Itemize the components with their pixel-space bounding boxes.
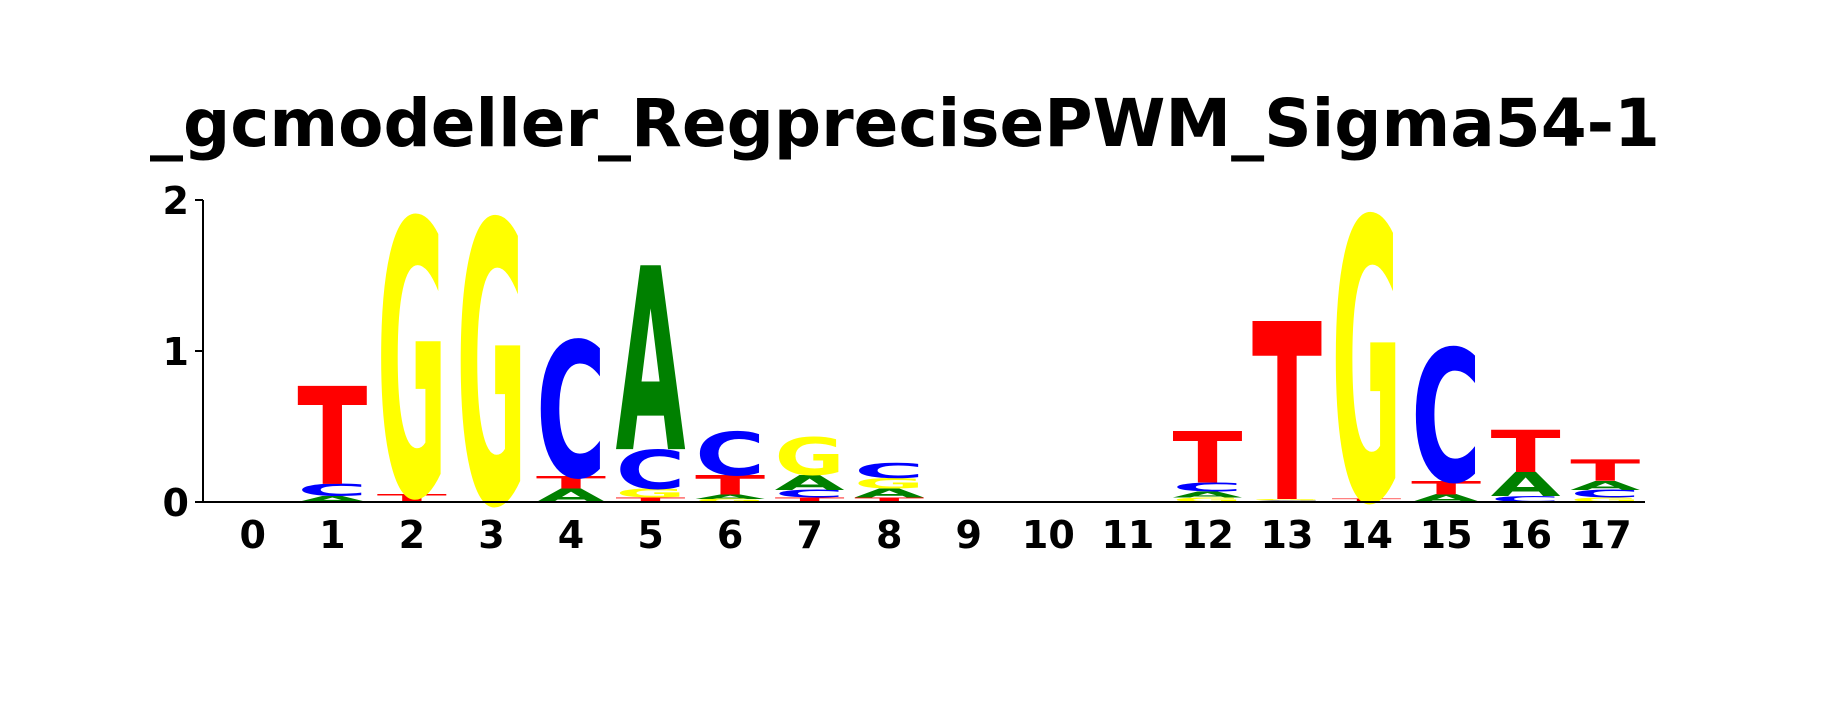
x-tick-label: 7 (796, 513, 822, 557)
y-tick-label: 0 (163, 481, 189, 525)
logo-letter-c: C (1491, 494, 1561, 504)
logo-letter-c: C (536, 304, 606, 520)
logo-letter-t: T (1332, 498, 1403, 503)
x-tick-label: 11 (1101, 513, 1154, 557)
logo-letter-c: C (1570, 488, 1640, 500)
x-tick-label: 17 (1579, 513, 1632, 557)
logo-letter-g: G (1332, 141, 1402, 591)
position-stack: CAT (1491, 418, 1561, 504)
x-tick-label: 10 (1022, 513, 1075, 557)
x-tick-label: 14 (1340, 513, 1393, 557)
x-tick-label: 8 (876, 513, 902, 557)
x-tick-label: 6 (717, 513, 743, 557)
logo-letter-g: G (695, 498, 765, 503)
logo-letter-t: T (854, 496, 925, 503)
position-stack: ATC (536, 304, 607, 520)
logo-letter-t: T (536, 473, 606, 492)
logo-letter-g: G (456, 144, 526, 594)
logo-letter-t: T (1411, 478, 1481, 499)
logo-letter-a: A (1172, 490, 1242, 500)
logo-letter-c: C (1411, 313, 1481, 525)
logo-letter-g: G (854, 475, 924, 492)
logo-letter-t: T (1570, 454, 1641, 488)
x-tick-label: 16 (1499, 513, 1552, 557)
logo-letter-a: A (854, 486, 924, 500)
y-axis-ticks: 0 1 2 (163, 179, 203, 525)
logo-letter-c: C (775, 488, 845, 500)
logo-letter-c: C (854, 459, 924, 483)
position-stack: G (456, 144, 526, 594)
position-stack: ATC (1411, 313, 1481, 525)
x-tick-label: 5 (637, 513, 663, 557)
x-tick-label: 2 (399, 513, 425, 557)
logo-letter-a: A (1491, 466, 1561, 504)
x-tick-label: 15 (1420, 513, 1473, 557)
logo-letter-g: G (1252, 499, 1322, 501)
logo-letter-t: T (1491, 418, 1561, 485)
logo-letter-g: G (1172, 496, 1242, 503)
logo-letter-a: A (1570, 479, 1640, 493)
logo-letter-t: T (1252, 273, 1322, 557)
logo-letter-t: T (1172, 417, 1242, 499)
x-tick-label: 3 (478, 513, 504, 557)
x-tick-label: 12 (1181, 513, 1234, 557)
x-tick-label: 1 (319, 513, 345, 557)
logo-letter-c: C (297, 481, 367, 500)
logo-letter-g: G (1570, 496, 1640, 503)
x-tick-label: 0 (240, 513, 266, 557)
position-stack: CGT (1252, 273, 1322, 557)
x-axis-ticks: 0 1 2 3 4 5 6 7 8 9 10 11 12 13 14 15 16 17 (240, 513, 1632, 557)
chart-title: _gcmodeller_RegprecisePWM_Sigma54-1 (150, 85, 1660, 162)
logo-letter-g: G (377, 143, 447, 584)
x-tick-label: 9 (956, 513, 982, 557)
logo-letter-a: A (616, 215, 686, 509)
logo-letter-a: A (297, 494, 367, 504)
position-stack: ACT (297, 360, 367, 516)
glyph-stacks: ACTTGGATCTGCAGATCTCAGTAGCGACTCGTTGATCCAT… (297, 141, 1641, 594)
y-tick-label: 1 (163, 330, 189, 374)
logo-letter-c: C (616, 439, 686, 502)
position-stack: TG (1332, 141, 1403, 591)
x-tick-label: 4 (558, 513, 584, 557)
x-tick-label: 13 (1261, 513, 1314, 557)
position-stack: TG (377, 143, 447, 584)
logo-letter-c: C (695, 419, 765, 489)
logo-letter-g: G (775, 427, 845, 487)
logo-letter-a: A (775, 471, 845, 495)
y-tick-label: 2 (163, 179, 189, 223)
logo-letter-t: T (616, 496, 687, 503)
logo-letter-t: T (695, 469, 765, 501)
logo-letter-c: C (1172, 480, 1242, 494)
logo-letter-t: T (775, 496, 846, 503)
logo-letter-t: T (297, 360, 367, 516)
logo-letter-a: A (695, 493, 766, 500)
logo-letter-g: G (616, 486, 686, 500)
